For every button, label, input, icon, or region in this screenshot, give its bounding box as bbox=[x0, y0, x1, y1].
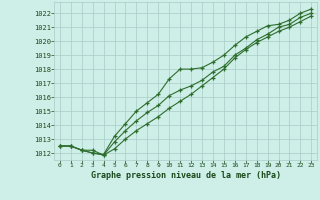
X-axis label: Graphe pression niveau de la mer (hPa): Graphe pression niveau de la mer (hPa) bbox=[91, 171, 281, 180]
